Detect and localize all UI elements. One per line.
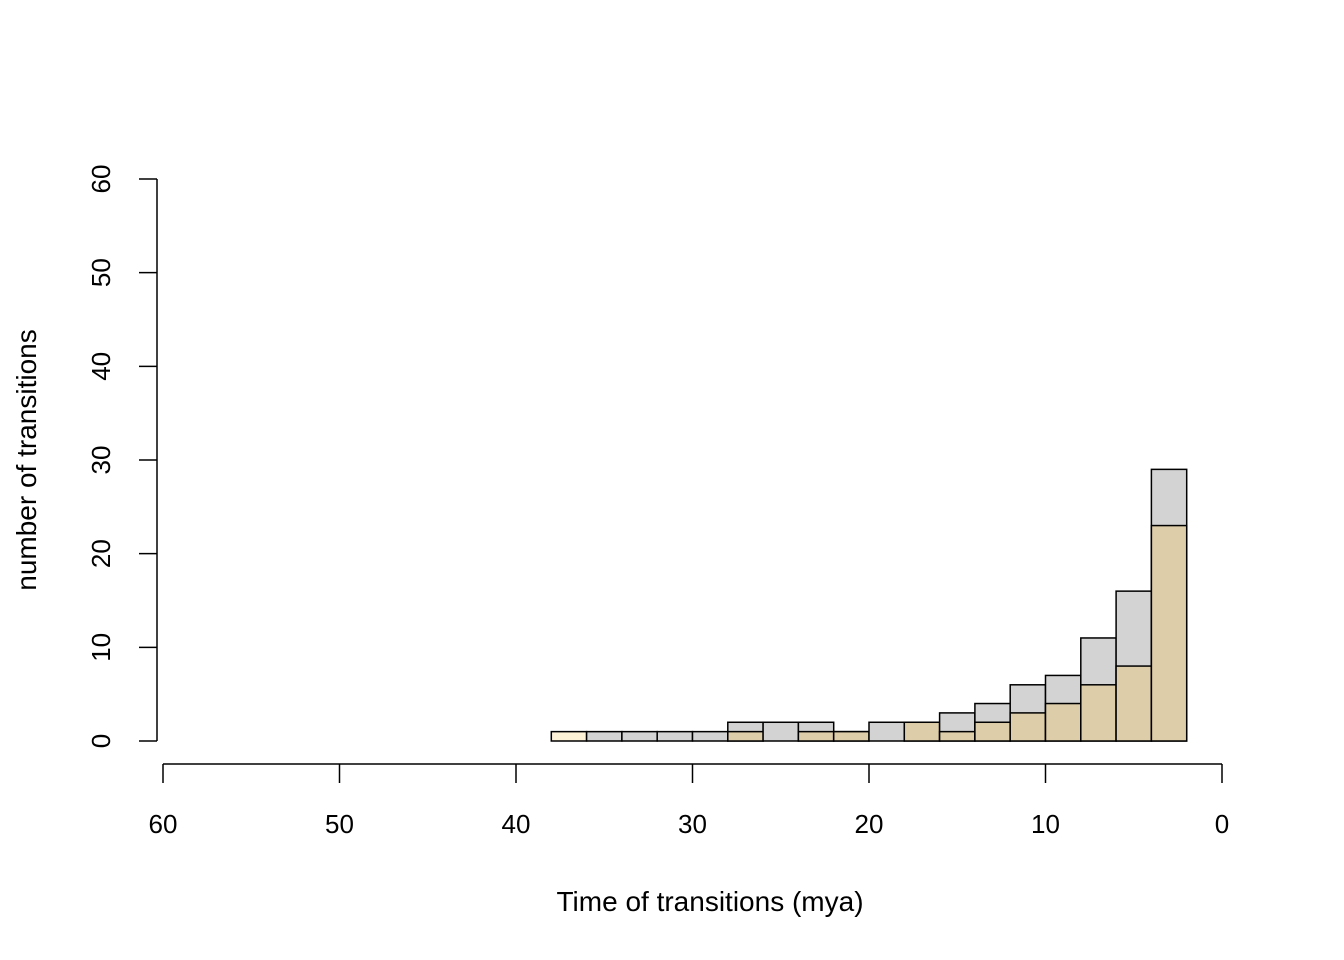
bar-total [656,730,694,742]
bar-subset [832,730,870,742]
y-tick-label: 30 [86,446,116,475]
y-tick-label: 0 [86,734,116,748]
y-tick-label: 10 [86,633,116,662]
bar-total [691,730,729,742]
y-tick-label: 60 [86,165,116,194]
x-axis: 60 50 40 30 20 10 0 [149,763,1229,839]
bar-subset [550,730,588,742]
bar-total [868,721,906,742]
y-tick-label: 20 [86,539,116,568]
y-axis: 0 10 20 30 40 50 60 [86,165,158,748]
x-tick-label: 30 [678,809,707,839]
bar-subset [1009,712,1047,742]
bar-subset [938,730,976,742]
bar-subset [727,730,764,742]
bar-total [585,730,623,742]
bars-layer [550,468,1188,742]
y-tick-label: 40 [86,352,116,381]
bar-total [762,721,800,742]
x-tick-label: 0 [1215,809,1229,839]
bar-subset [797,730,835,742]
bar-total [621,730,658,742]
bar-subset [1115,665,1153,742]
y-axis-title: number of transitions [11,329,42,590]
bar-subset [1044,702,1082,742]
y-tick-label: 50 [86,258,116,287]
x-axis-title: Time of transitions (mya) [556,886,863,917]
bar-subset [1080,684,1117,742]
bar-subset [974,721,1011,742]
bar-subset [903,721,941,742]
x-tick-label: 20 [855,809,884,839]
x-tick-label: 50 [325,809,354,839]
x-tick-label: 60 [149,809,178,839]
x-tick-label: 10 [1031,809,1060,839]
x-tick-label: 40 [502,809,531,839]
bar-subset [1150,524,1188,742]
